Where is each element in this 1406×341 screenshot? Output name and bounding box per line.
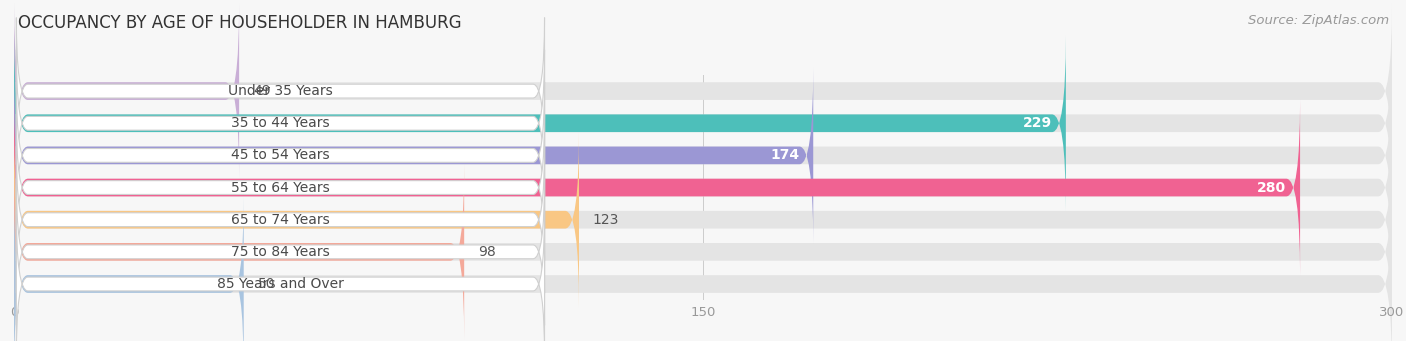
- FancyBboxPatch shape: [14, 164, 1392, 340]
- FancyBboxPatch shape: [14, 132, 1392, 307]
- FancyBboxPatch shape: [14, 164, 464, 340]
- Text: 49: 49: [253, 84, 270, 98]
- Text: 229: 229: [1024, 116, 1052, 130]
- FancyBboxPatch shape: [14, 196, 1392, 341]
- Text: 280: 280: [1257, 180, 1286, 195]
- FancyBboxPatch shape: [14, 36, 1392, 211]
- FancyBboxPatch shape: [14, 132, 579, 307]
- FancyBboxPatch shape: [14, 100, 1392, 275]
- Text: 65 to 74 Years: 65 to 74 Years: [231, 213, 330, 227]
- Text: 75 to 84 Years: 75 to 84 Years: [231, 245, 330, 259]
- Text: 85 Years and Over: 85 Years and Over: [217, 277, 344, 291]
- FancyBboxPatch shape: [14, 196, 243, 341]
- Text: 123: 123: [593, 213, 619, 227]
- FancyBboxPatch shape: [14, 100, 1301, 275]
- FancyBboxPatch shape: [17, 114, 544, 261]
- FancyBboxPatch shape: [14, 68, 1392, 243]
- FancyBboxPatch shape: [17, 178, 544, 325]
- FancyBboxPatch shape: [17, 146, 544, 293]
- Text: 50: 50: [257, 277, 276, 291]
- Text: OCCUPANCY BY AGE OF HOUSEHOLDER IN HAMBURG: OCCUPANCY BY AGE OF HOUSEHOLDER IN HAMBU…: [18, 14, 463, 32]
- FancyBboxPatch shape: [17, 210, 544, 341]
- FancyBboxPatch shape: [17, 18, 544, 165]
- Text: Source: ZipAtlas.com: Source: ZipAtlas.com: [1249, 14, 1389, 27]
- FancyBboxPatch shape: [14, 3, 239, 179]
- FancyBboxPatch shape: [14, 36, 1066, 211]
- FancyBboxPatch shape: [17, 50, 544, 197]
- FancyBboxPatch shape: [14, 3, 1392, 179]
- Text: 98: 98: [478, 245, 496, 259]
- Text: 35 to 44 Years: 35 to 44 Years: [231, 116, 330, 130]
- FancyBboxPatch shape: [14, 68, 813, 243]
- FancyBboxPatch shape: [17, 82, 544, 229]
- Text: 174: 174: [770, 148, 800, 162]
- Text: 45 to 54 Years: 45 to 54 Years: [231, 148, 330, 162]
- Text: 55 to 64 Years: 55 to 64 Years: [231, 180, 330, 195]
- Text: Under 35 Years: Under 35 Years: [228, 84, 333, 98]
